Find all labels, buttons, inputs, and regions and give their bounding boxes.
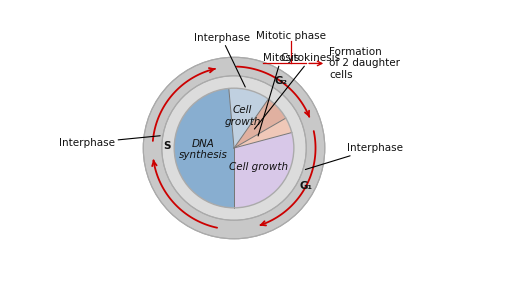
Circle shape (174, 88, 294, 208)
Text: Formation
of 2 daughter
cells: Formation of 2 daughter cells (309, 47, 400, 80)
Text: Interphase: Interphase (305, 143, 403, 170)
Polygon shape (174, 88, 234, 208)
Text: DNA
synthesis: DNA synthesis (179, 139, 227, 160)
Circle shape (162, 76, 306, 220)
Text: G₁: G₁ (300, 181, 312, 191)
Text: Mitosis: Mitosis (258, 54, 300, 136)
Text: Cell
growth: Cell growth (224, 105, 261, 127)
Text: Cytokinesis: Cytokinesis (254, 54, 340, 129)
Polygon shape (234, 118, 292, 148)
Text: S: S (163, 141, 171, 151)
Text: Interphase: Interphase (194, 33, 250, 87)
Circle shape (143, 57, 325, 239)
Polygon shape (234, 99, 286, 148)
Text: G₂: G₂ (274, 76, 287, 86)
Polygon shape (234, 132, 294, 208)
Text: Cell growth: Cell growth (229, 162, 288, 172)
Text: Interphase: Interphase (59, 136, 160, 148)
Text: Mitotic phase: Mitotic phase (256, 31, 326, 41)
Polygon shape (229, 88, 268, 148)
